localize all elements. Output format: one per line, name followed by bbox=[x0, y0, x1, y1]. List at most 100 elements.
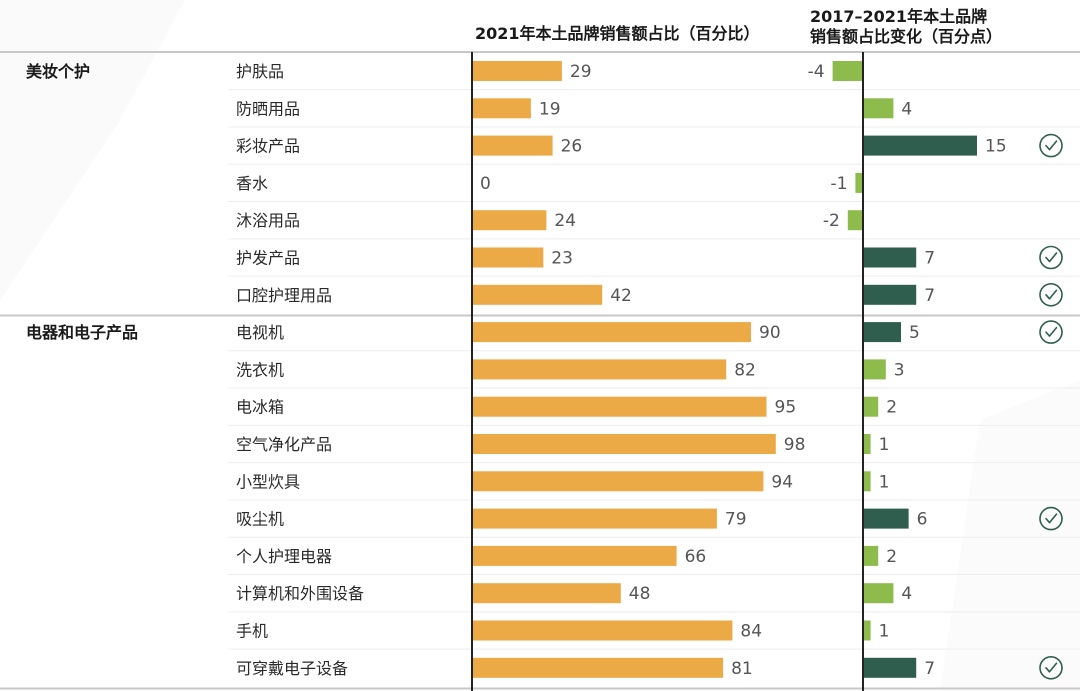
check-icon bbox=[1039, 320, 1063, 344]
share-value-label: 84 bbox=[740, 622, 762, 642]
category-label: 香水 bbox=[236, 174, 268, 193]
check-icon-mark bbox=[1045, 513, 1058, 524]
check-icon bbox=[1039, 133, 1063, 158]
category-label: 防晒用品 bbox=[236, 99, 300, 118]
share-bar bbox=[472, 508, 717, 529]
change-bar bbox=[847, 210, 863, 231]
share-bar bbox=[472, 247, 544, 268]
share-bar bbox=[472, 322, 751, 343]
category-label: 口腔护理用品 bbox=[236, 286, 332, 305]
category-label: 手机 bbox=[236, 622, 268, 641]
category-label: 彩妆产品 bbox=[236, 137, 300, 156]
category-label: 计算机和外围设备 bbox=[236, 584, 364, 603]
change-value-label: 7 bbox=[924, 249, 935, 269]
check-icon-mark bbox=[1045, 140, 1058, 151]
change-header-line1: 2017–2021年本土品牌 bbox=[810, 7, 987, 26]
change-bar bbox=[863, 583, 894, 604]
check-icon bbox=[1039, 506, 1063, 531]
change-bar bbox=[863, 657, 917, 678]
change-value-label: 3 bbox=[894, 360, 905, 380]
change-bar bbox=[863, 98, 894, 119]
share-bar bbox=[472, 135, 553, 156]
change-value-label: 1 bbox=[879, 435, 890, 455]
share-value-label: 26 bbox=[561, 137, 583, 157]
category-label: 小型炊具 bbox=[236, 472, 300, 491]
change-bar bbox=[863, 620, 871, 641]
change-value-label: 5 bbox=[909, 323, 920, 343]
share-bar bbox=[472, 434, 776, 454]
change-value-label: -1 bbox=[830, 174, 847, 194]
change-bar bbox=[863, 508, 909, 529]
group-label: 美妆个护 bbox=[26, 62, 90, 81]
change-value-label: -4 bbox=[808, 62, 825, 82]
change-bar bbox=[863, 247, 917, 268]
check-icon-mark bbox=[1045, 289, 1058, 300]
category-label: 个人护理电器 bbox=[236, 547, 332, 566]
share-bar bbox=[472, 210, 547, 231]
share-value-label: 90 bbox=[759, 323, 781, 343]
category-label: 吸尘机 bbox=[236, 510, 284, 529]
category-label: 电视机 bbox=[236, 323, 284, 342]
share-value-label: 23 bbox=[551, 249, 573, 269]
change-value-label: 1 bbox=[879, 472, 890, 492]
change-bar bbox=[832, 61, 863, 81]
share-bar bbox=[472, 657, 724, 678]
share-value-label: 66 bbox=[685, 547, 707, 567]
change-value-label: 7 bbox=[924, 286, 935, 306]
change-bar bbox=[863, 471, 871, 492]
share-bar bbox=[472, 583, 621, 604]
change-bar bbox=[863, 396, 879, 417]
change-header-line2: 销售额占比变化（百分点） bbox=[810, 27, 1002, 46]
change-bar bbox=[855, 172, 863, 193]
category-label: 护发产品 bbox=[236, 249, 300, 268]
share-value-label: 0 bbox=[480, 174, 491, 194]
share-value-label: 19 bbox=[539, 99, 561, 119]
share-bar bbox=[472, 61, 562, 81]
category-label: 电冰箱 bbox=[236, 398, 284, 417]
share-value-label: 24 bbox=[554, 211, 576, 231]
check-icon-mark bbox=[1045, 252, 1058, 263]
share-value-label: 42 bbox=[610, 286, 632, 306]
change-value-label: 2 bbox=[886, 398, 897, 418]
check-icon bbox=[1039, 282, 1063, 307]
change-value-label: 1 bbox=[879, 622, 890, 642]
share-bar bbox=[472, 620, 733, 641]
category-label: 空气净化产品 bbox=[236, 435, 332, 454]
change-value-label: 7 bbox=[924, 659, 935, 679]
share-value-label: 29 bbox=[570, 62, 592, 82]
change-value-label: 15 bbox=[985, 137, 1007, 157]
check-icon-mark bbox=[1045, 326, 1058, 337]
change-bar bbox=[863, 434, 871, 454]
share-value-label: 82 bbox=[734, 360, 756, 380]
group-label: 电器和电子产品 bbox=[26, 323, 138, 342]
change-value-label: 2 bbox=[886, 547, 897, 567]
share-value-label: 95 bbox=[775, 398, 797, 418]
share-bar bbox=[472, 545, 677, 566]
category-label: 可穿戴电子设备 bbox=[236, 659, 348, 678]
change-bar bbox=[863, 322, 901, 343]
share-bar bbox=[472, 471, 764, 492]
share-value-label: 94 bbox=[771, 472, 793, 492]
share-value-label: 98 bbox=[784, 435, 806, 455]
change-bar bbox=[863, 284, 917, 305]
share-bar bbox=[472, 284, 603, 305]
share-value-label: 81 bbox=[731, 659, 753, 679]
change-value-label: 6 bbox=[917, 510, 928, 530]
check-icon bbox=[1039, 245, 1063, 270]
change-value-label: 4 bbox=[901, 99, 912, 119]
change-value-label: -2 bbox=[823, 211, 840, 231]
change-bar bbox=[863, 359, 886, 380]
share-bar bbox=[472, 396, 767, 417]
category-label: 沐浴用品 bbox=[236, 211, 300, 230]
share-header: 2021年本土品牌销售额占比（百分比） bbox=[475, 24, 760, 43]
share-value-label: 79 bbox=[725, 510, 747, 530]
change-value-label: 4 bbox=[901, 584, 912, 604]
check-icon bbox=[1039, 655, 1063, 680]
share-value-label: 48 bbox=[629, 584, 651, 604]
share-bar bbox=[472, 359, 727, 380]
share-bar bbox=[472, 98, 531, 119]
category-label: 洗衣机 bbox=[236, 360, 284, 379]
